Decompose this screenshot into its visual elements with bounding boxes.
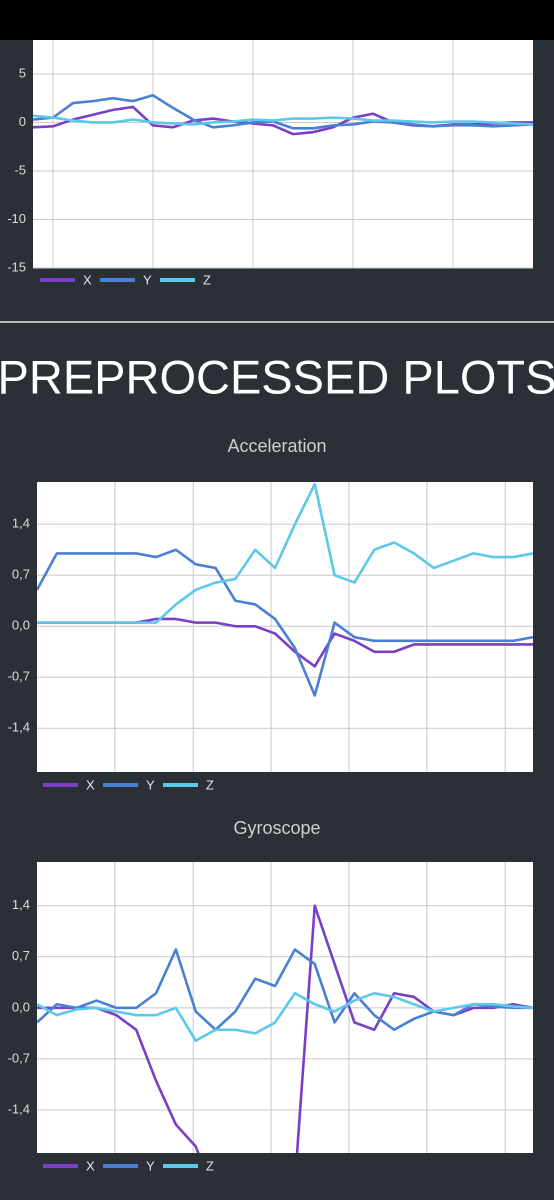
legend-label: X <box>86 777 95 792</box>
legend-label: Y <box>146 1158 155 1173</box>
series-line <box>37 991 533 1042</box>
series-line <box>37 948 533 1032</box>
legend-label: Z <box>203 272 211 287</box>
y-tick-label: -15 <box>7 259 26 274</box>
y-tick-label: -0,7 <box>8 1050 30 1065</box>
y-tick-label: 0 <box>19 114 26 129</box>
y-tick-label: 0,7 <box>12 948 30 963</box>
y-tick-label: 1,4 <box>12 516 30 531</box>
legend-label: X <box>86 1158 95 1173</box>
legend-label: X <box>83 272 92 287</box>
series-line <box>33 114 533 126</box>
y-tick-label: -10 <box>7 211 26 226</box>
y-tick-label: -1,4 <box>8 1101 30 1116</box>
y-tick-label: 0,7 <box>12 567 30 582</box>
legend-label: Z <box>206 1158 214 1173</box>
plot-area <box>37 482 533 772</box>
y-tick-label: -1,4 <box>8 720 30 735</box>
series-line <box>37 548 533 697</box>
y-tick-label: 5 <box>19 65 26 80</box>
legend-label: Y <box>143 272 152 287</box>
plot-area <box>33 40 533 268</box>
legend-label: Z <box>206 777 214 792</box>
y-tick-label: 1,4 <box>12 897 30 912</box>
chart-title: Acceleration <box>227 436 326 456</box>
y-tick-label: 0,0 <box>12 618 30 633</box>
heading: PREPROCESSED PLOTS <box>0 350 554 403</box>
series-line <box>37 482 533 624</box>
legend-label: Y <box>146 777 155 792</box>
status-bar <box>0 0 554 40</box>
y-tick-label: -5 <box>14 162 26 177</box>
series-line <box>33 94 533 130</box>
y-tick-label: 0,0 <box>12 999 30 1014</box>
chart-title: Gyroscope <box>233 818 320 838</box>
y-tick-label: -0,7 <box>8 669 30 684</box>
